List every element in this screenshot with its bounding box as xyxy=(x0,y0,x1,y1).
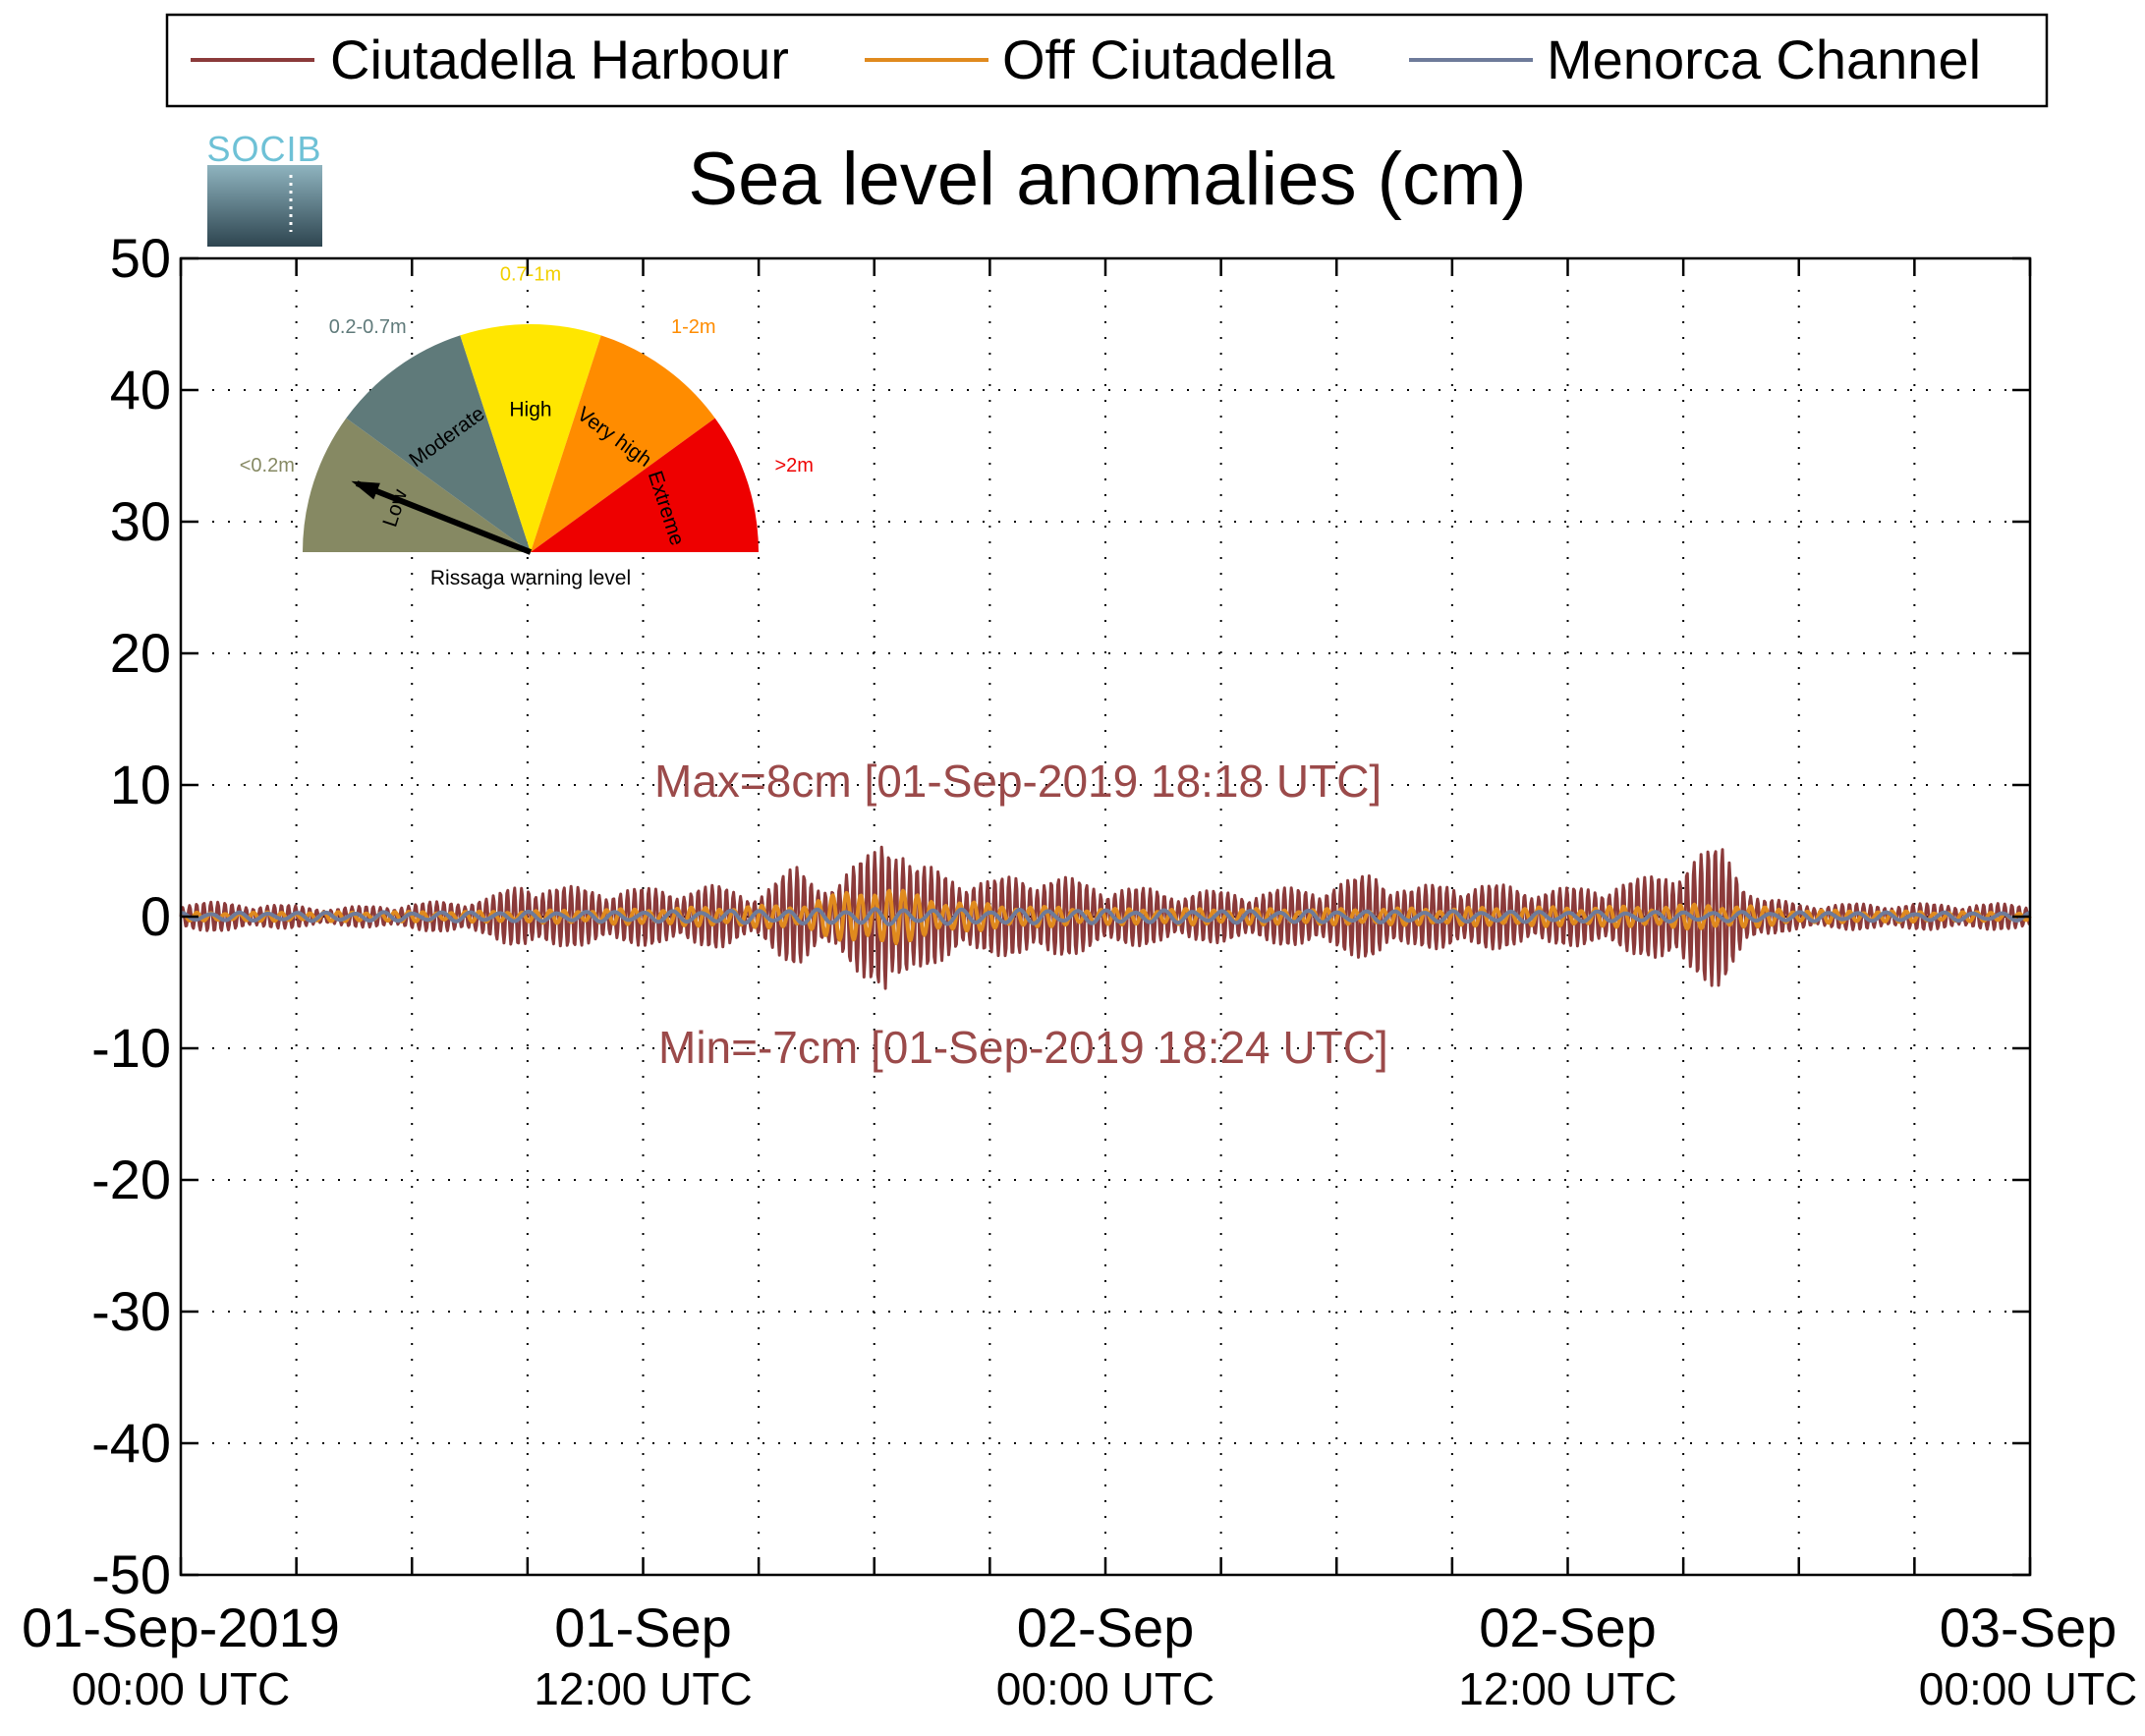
y-tick-label: -40 xyxy=(91,1412,171,1474)
y-tick-label: 40 xyxy=(110,359,171,420)
x-tick-date-label: 02-Sep xyxy=(1017,1596,1195,1658)
y-tick-label: 30 xyxy=(110,490,171,552)
gauge-segment-high xyxy=(460,324,601,552)
x-tick-time-label: 12:00 UTC xyxy=(1458,1663,1676,1714)
socib-logo-text: SOCIB xyxy=(206,129,321,169)
y-tick-label: 20 xyxy=(110,622,171,684)
x-tick-time-label: 00:00 UTC xyxy=(1919,1663,2137,1714)
series-layer xyxy=(179,845,2032,990)
gauge-needle xyxy=(351,480,533,555)
gauge-segment-very-high xyxy=(531,335,715,552)
x-tick-time-label: 00:00 UTC xyxy=(996,1663,1214,1714)
gauge-segment-low xyxy=(303,418,531,552)
min-annotation: Min=-7cm [01-Sep-2019 18:24 UTC] xyxy=(658,1022,1388,1073)
y-tick-label: 50 xyxy=(110,227,171,289)
y-tick-label: -10 xyxy=(91,1017,171,1079)
legend-label-ciutadella-harbour: Ciutadella Harbour xyxy=(330,28,789,90)
socib-logo-water xyxy=(207,165,322,247)
y-tick-label: 0 xyxy=(141,885,171,947)
legend: Ciutadella Harbour Off Ciutadella Menorc… xyxy=(165,13,2049,108)
series-line-menorca-channel xyxy=(180,907,2031,926)
y-axis: 50 40 30 20 10 0 -10 -20 -30 -40 -50 xyxy=(91,227,2030,1605)
gauge-range-label: <0.2m xyxy=(240,455,295,476)
gauge-range-label: 0.2-0.7m xyxy=(329,316,407,338)
gauge-segment-label: High xyxy=(509,399,551,421)
x-tick-date-label: 02-Sep xyxy=(1479,1596,1657,1658)
x-tick-date-label: 01-Sep xyxy=(554,1596,732,1658)
gauge-segment-moderate xyxy=(346,335,531,552)
gauge-segment-extreme xyxy=(531,418,759,552)
x-tick-time-label: 00:00 UTC xyxy=(72,1663,290,1714)
socib-logo: SOCIB xyxy=(206,129,322,247)
x-tick-date-label: 01-Sep-2019 xyxy=(22,1596,340,1658)
y-tick-label: -50 xyxy=(91,1543,171,1605)
gauge-needle-head xyxy=(351,480,380,500)
x-tick-date-label: 03-Sep xyxy=(1940,1596,2117,1658)
y-tick-label: 10 xyxy=(110,754,171,815)
gauge-needle-line xyxy=(355,480,533,555)
y-tick-label: -20 xyxy=(91,1148,171,1210)
gauge-caption: Rissaga warning level xyxy=(430,567,631,589)
gauge-range-label: 1-2m xyxy=(671,316,716,338)
x-tick-time-label: 12:00 UTC xyxy=(534,1663,752,1714)
max-annotation: Max=8cm [01-Sep-2019 18:18 UTC] xyxy=(654,756,1382,807)
y-tick-label: -30 xyxy=(91,1280,171,1342)
legend-label-off-ciutadella: Off Ciutadella xyxy=(1002,28,1335,90)
series-line-ciutadella-harbour xyxy=(179,845,2031,990)
legend-label-menorca-channel: Menorca Channel xyxy=(1547,28,1981,90)
gauge-range-label: >2m xyxy=(774,455,813,476)
gauge-range-label: 0.7-1m xyxy=(500,263,561,285)
chart-title: Sea level anomalies (cm) xyxy=(688,138,1526,221)
legend-box xyxy=(165,13,2049,108)
